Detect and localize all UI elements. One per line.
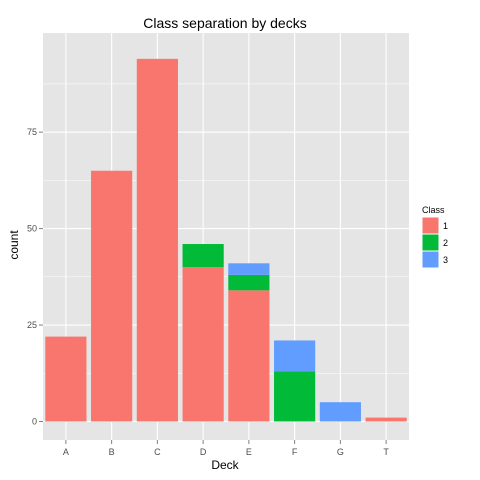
y-axis-ticks: 0 25 50 75 [27,127,43,426]
bar-D-class-2 [182,244,224,268]
x-tick-label: F [292,447,298,457]
bar-F-class-3 [274,340,316,372]
x-axis-label: Deck [211,458,239,472]
bar-T-class-1 [365,417,407,422]
bar-B-class-1 [91,170,133,422]
legend-key-2 [421,233,440,252]
y-tick-label: 50 [27,224,37,234]
legend-title: Class [422,205,445,215]
legend-label-3: 3 [443,255,448,265]
legend-label-1: 1 [443,221,448,231]
bar-A-class-1 [45,336,87,422]
legend-key-1 [421,216,440,235]
legend-key-3 [421,250,440,269]
x-tick-label: T [383,447,389,457]
bars [45,58,407,422]
y-tick-label: 0 [32,416,37,426]
x-tick-label: G [337,447,344,457]
bar-E-class-2 [228,274,270,291]
chart-title: Class separation by decks [143,15,306,31]
bar-D-class-1 [182,267,224,422]
y-axis-label: count [7,230,21,260]
x-tick-label: D [200,447,207,457]
legend: Class 1 2 3 [421,205,448,269]
bar-F-class-2 [274,371,316,422]
bar-E-class-1 [228,290,270,422]
bar-E-class-3 [228,263,270,275]
bar-C-class-1 [136,58,178,422]
legend-label-2: 2 [443,238,448,248]
y-tick-label: 75 [27,127,37,137]
bar-G-class-3 [319,402,361,422]
x-tick-label: B [109,447,115,457]
x-tick-label: E [246,447,252,457]
x-tick-label: A [63,447,69,457]
y-tick-label: 25 [27,320,37,330]
x-tick-label: C [154,447,161,457]
